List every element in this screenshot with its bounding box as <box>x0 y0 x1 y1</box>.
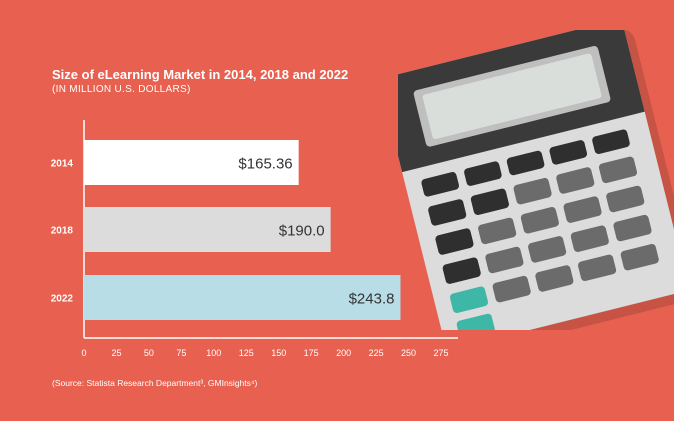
bar-2018 <box>84 207 331 252</box>
x-tick-label-50: 50 <box>144 348 154 358</box>
x-tick-label-225: 225 <box>369 348 384 358</box>
bar-value-label-2018: $190.0 <box>279 223 325 240</box>
source-note: (Source: Statista Research Department³, … <box>52 378 258 388</box>
x-tick-label-0: 0 <box>81 348 86 358</box>
bar-2022 <box>84 275 401 320</box>
x-tick-label-275: 275 <box>433 348 448 358</box>
x-tick-label-200: 200 <box>336 348 351 358</box>
x-tick-label-125: 125 <box>239 348 254 358</box>
x-tick-label-25: 25 <box>111 348 121 358</box>
category-label-2014: 2014 <box>51 159 74 170</box>
chart-subtitle: (IN MILLION U.S. DOLLARS) <box>52 84 191 95</box>
chart-title: Size of eLearning Market in 2014, 2018 a… <box>52 67 349 82</box>
calculator-icon <box>398 30 674 330</box>
bar-2014 <box>84 140 299 185</box>
category-label-2022: 2022 <box>51 294 74 305</box>
x-tick-label-75: 75 <box>176 348 186 358</box>
category-label-2018: 2018 <box>51 226 74 237</box>
x-tick-label-175: 175 <box>304 348 319 358</box>
x-tick-label-150: 150 <box>271 348 286 358</box>
x-tick-label-250: 250 <box>401 348 416 358</box>
bar-value-label-2014: $165.36 <box>238 156 292 173</box>
x-tick-label-100: 100 <box>206 348 221 358</box>
bar-value-label-2022: $243.8 <box>349 291 395 308</box>
